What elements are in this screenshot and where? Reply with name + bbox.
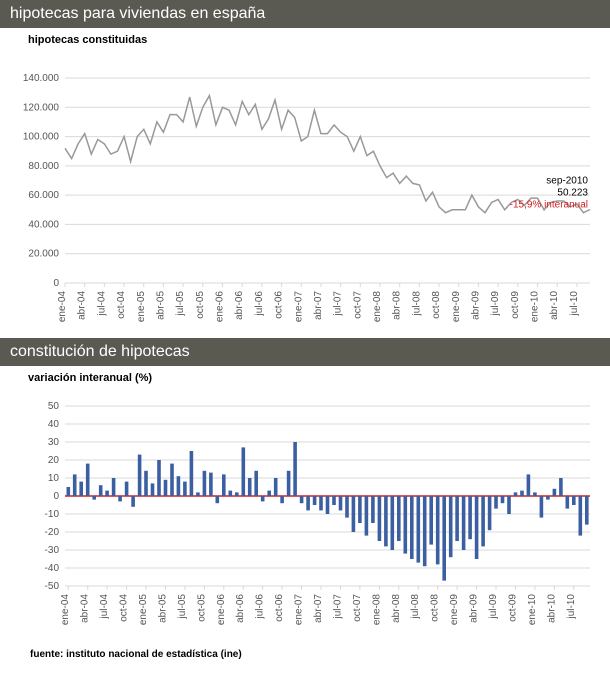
svg-text:jul-05: jul-05 xyxy=(175,291,186,317)
svg-text:50.223: 50.223 xyxy=(557,187,588,198)
svg-text:10: 10 xyxy=(48,473,60,484)
svg-text:jul-10: jul-10 xyxy=(566,594,577,620)
svg-text:30: 30 xyxy=(48,437,60,448)
bottom-bar-chart: -50 -40 -30 -20 -10 0 10 20 30 40 50 ene-04 abr-04 ju… xyxy=(10,386,600,641)
svg-text:abr-06: abr-06 xyxy=(235,594,246,623)
svg-text:0: 0 xyxy=(53,278,59,289)
svg-text:abr-06: abr-06 xyxy=(234,291,245,320)
svg-text:abr-07: abr-07 xyxy=(313,291,324,320)
svg-text:oct-07: oct-07 xyxy=(352,594,363,622)
svg-text:jul-06: jul-06 xyxy=(254,291,265,317)
svg-text:ene-07: ene-07 xyxy=(293,291,304,323)
svg-text:40.000: 40.000 xyxy=(28,219,59,230)
top-title: hipotecas para viviendas en españa xyxy=(10,5,265,22)
svg-text:40: 40 xyxy=(48,419,60,430)
source-footer: fuente: instituto nacional de estadístic… xyxy=(0,641,610,672)
svg-text:jul-08: jul-08 xyxy=(411,291,422,317)
svg-text:oct-06: oct-06 xyxy=(274,594,285,622)
svg-text:abr-07: abr-07 xyxy=(313,594,324,623)
svg-text:20.000: 20.000 xyxy=(28,249,59,260)
svg-text:ene-08: ene-08 xyxy=(371,594,382,626)
svg-text:ene-04: ene-04 xyxy=(60,594,71,626)
svg-text:ene-05: ene-05 xyxy=(136,291,147,323)
svg-text:-15,9% interanual: -15,9% interanual xyxy=(510,199,588,210)
top-line-chart: 0 20.000 40.000 60.000 80.000 100.000 120.000 1… xyxy=(10,48,600,338)
svg-text:oct-04: oct-04 xyxy=(116,291,127,319)
svg-text:ene-06: ene-06 xyxy=(215,291,226,323)
svg-text:jul-05: jul-05 xyxy=(177,594,188,620)
svg-text:oct-09: oct-09 xyxy=(510,291,521,319)
svg-text:0: 0 xyxy=(53,491,59,502)
svg-text:abr-04: abr-04 xyxy=(80,594,91,623)
bottom-title-bar: constitución de hipotecas xyxy=(0,338,610,366)
bottom-chart-wrap: -50 -40 -30 -20 -10 0 10 20 30 40 50 ene-04 abr-04 ju… xyxy=(0,386,610,641)
svg-text:jul-07: jul-07 xyxy=(332,594,343,620)
svg-text:140.000: 140.000 xyxy=(23,73,60,84)
svg-text:abr-09: abr-09 xyxy=(469,594,480,623)
svg-text:oct-07: oct-07 xyxy=(352,291,363,319)
svg-text:ene-09: ene-09 xyxy=(449,594,460,626)
svg-text:abr-04: abr-04 xyxy=(77,291,88,320)
svg-text:120.000: 120.000 xyxy=(23,102,60,113)
svg-text:ene-09: ene-09 xyxy=(451,291,462,323)
top-chart-wrap: 0 20.000 40.000 60.000 80.000 100.000 120.000 1… xyxy=(0,48,610,338)
top-subtitle: hipotecas constituidas xyxy=(0,28,610,48)
svg-text:ene-10: ene-10 xyxy=(530,291,541,323)
svg-text:ene-08: ene-08 xyxy=(372,291,383,323)
svg-text:ene-05: ene-05 xyxy=(138,594,149,626)
svg-text:-30: -30 xyxy=(45,545,60,556)
svg-text:20: 20 xyxy=(48,455,60,466)
bottom-subtitle: variación interanual (%) xyxy=(0,366,610,386)
svg-text:jul-09: jul-09 xyxy=(488,594,499,620)
svg-text:oct-08: oct-08 xyxy=(431,291,442,319)
svg-text:ene-10: ene-10 xyxy=(527,594,538,626)
svg-text:-50: -50 xyxy=(45,581,60,592)
svg-text:oct-05: oct-05 xyxy=(195,291,206,319)
svg-text:oct-09: oct-09 xyxy=(507,594,518,622)
svg-text:oct-06: oct-06 xyxy=(274,291,285,319)
svg-text:abr-05: abr-05 xyxy=(155,291,166,320)
svg-text:jul-10: jul-10 xyxy=(569,291,580,317)
svg-text:abr-10: abr-10 xyxy=(549,291,560,320)
svg-text:60.000: 60.000 xyxy=(28,190,59,201)
svg-text:abr-08: abr-08 xyxy=(392,291,403,320)
svg-text:abr-10: abr-10 xyxy=(546,594,557,623)
top-title-bar: hipotecas para viviendas en españa xyxy=(0,0,610,28)
svg-text:ene-06: ene-06 xyxy=(216,594,227,626)
svg-text:oct-08: oct-08 xyxy=(430,594,441,622)
svg-text:ene-07: ene-07 xyxy=(294,594,305,626)
svg-text:-40: -40 xyxy=(45,563,60,574)
svg-text:jul-04: jul-04 xyxy=(96,291,107,317)
svg-text:abr-08: abr-08 xyxy=(391,594,402,623)
svg-text:jul-08: jul-08 xyxy=(410,594,421,620)
svg-text:oct-05: oct-05 xyxy=(196,594,207,622)
svg-text:sep-2010: sep-2010 xyxy=(546,175,588,186)
svg-text:ene-04: ene-04 xyxy=(57,291,68,323)
svg-text:50: 50 xyxy=(48,401,60,412)
svg-text:jul-07: jul-07 xyxy=(333,291,344,317)
svg-text:abr-05: abr-05 xyxy=(157,594,168,623)
svg-text:-10: -10 xyxy=(45,509,60,520)
svg-text:jul-04: jul-04 xyxy=(99,594,110,620)
svg-text:oct-04: oct-04 xyxy=(119,594,130,622)
svg-text:100.000: 100.000 xyxy=(23,132,60,143)
svg-text:-20: -20 xyxy=(45,527,60,538)
svg-text:jul-09: jul-09 xyxy=(490,291,501,317)
svg-text:80.000: 80.000 xyxy=(28,161,59,172)
bottom-title: constitución de hipotecas xyxy=(10,343,190,360)
svg-text:abr-09: abr-09 xyxy=(470,291,481,320)
svg-text:jul-06: jul-06 xyxy=(255,594,266,620)
